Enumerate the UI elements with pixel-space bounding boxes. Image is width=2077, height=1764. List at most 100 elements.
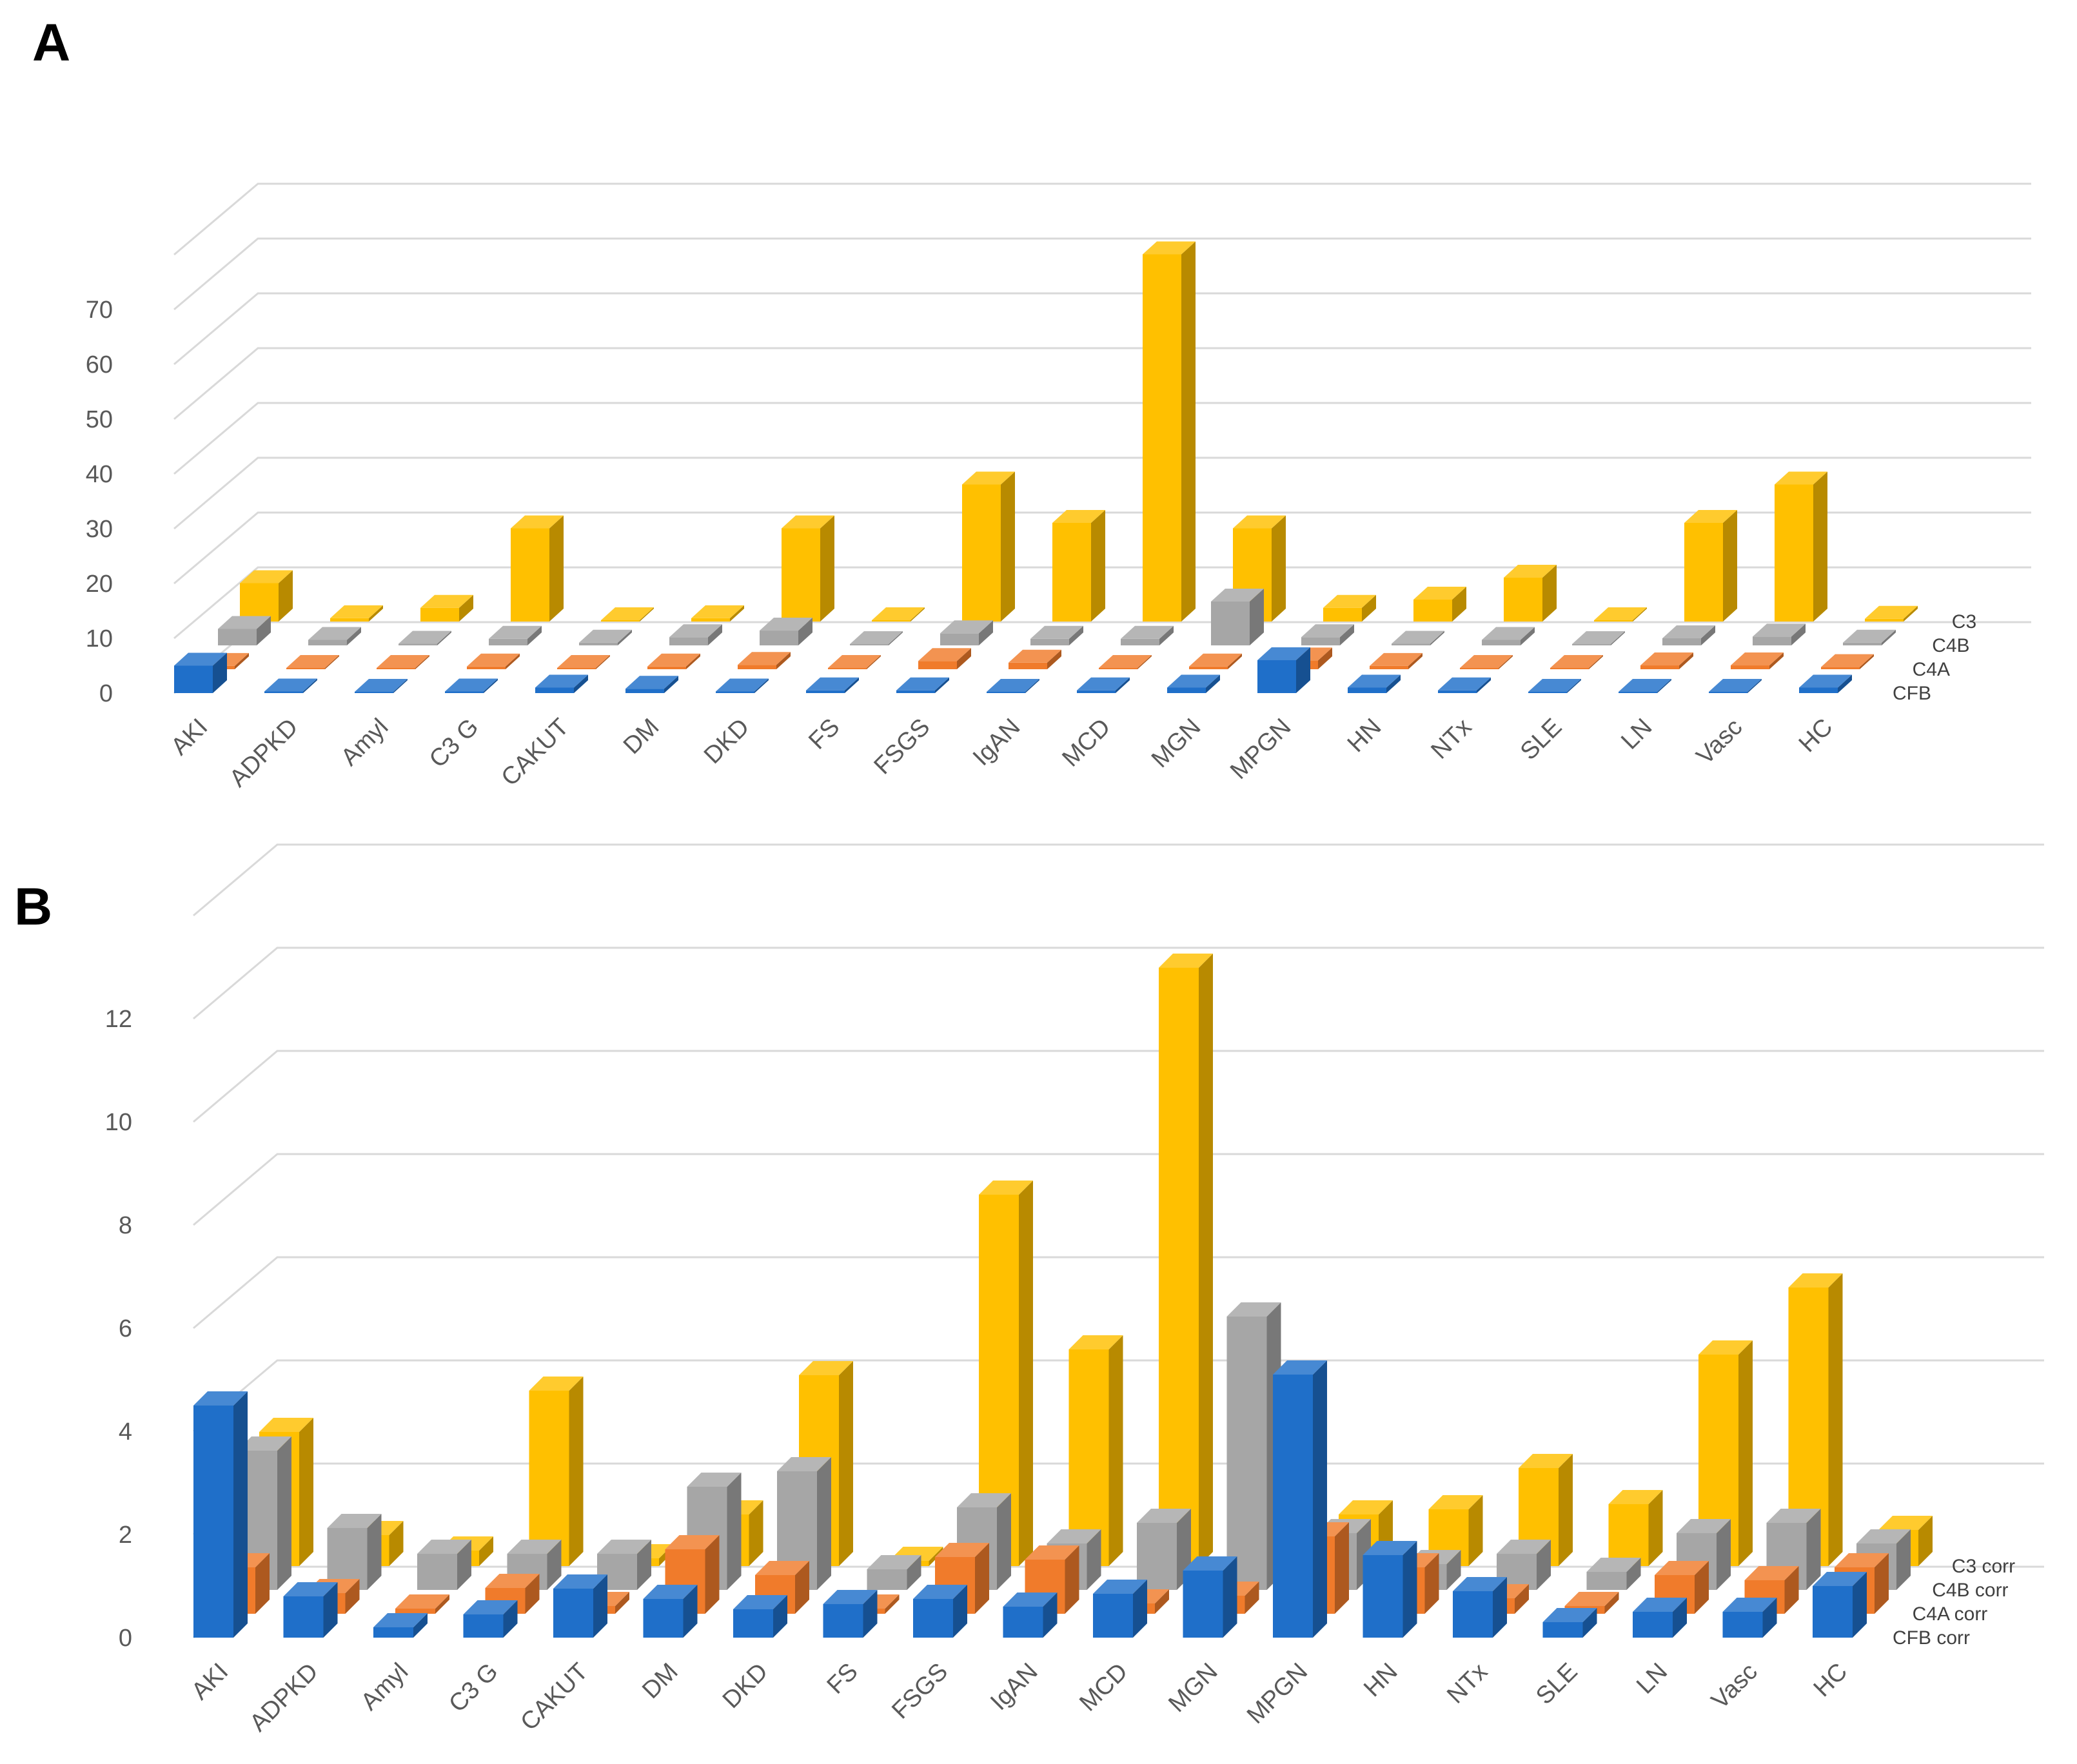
chart-b-category-label-aki: AKI [186, 1658, 233, 1705]
chart-a-bar-c4a-dkd [738, 652, 791, 669]
chart-a-bar-cfb-fsgs [896, 677, 949, 693]
chart-a-bar-c3-hn [1413, 587, 1466, 622]
chart-a-category-label-hn: HN [1343, 714, 1387, 758]
chart-a-bar-c3-c3-g [511, 515, 564, 622]
chart-b-bar-c4b-corr-adpkd [327, 1514, 382, 1590]
chart-a-category-label-aki: AKI [166, 714, 213, 761]
chart-a-bar-c4a-mgn [1189, 653, 1242, 669]
chart-a-bar-cfb-amyl [355, 679, 408, 693]
chart-a-bar-cfb-ln [1619, 679, 1671, 693]
chart-a-bar-c3-sle [1594, 607, 1647, 622]
chart-a-bar-c4b-amyl [399, 631, 451, 645]
chart-a-bar-cfb-dm [625, 676, 678, 693]
chart-b-series-label-c4b-corr: C4B corr [1932, 1580, 2008, 1601]
chart-b-category-label-ntx: NTx [1442, 1658, 1493, 1709]
chart-b-bar-c4a-corr-amyl [395, 1594, 449, 1614]
chart-b-category-label-hn: HN [1359, 1658, 1403, 1703]
chart-a-bar-cfb-hc [1799, 674, 1852, 693]
chart-a-y-tick-6: 60 [86, 351, 113, 378]
chart-a-bar-c3-hc [1865, 605, 1918, 622]
chart-a-y-axis: 0 10 20 30 40 50 60 70 [86, 297, 113, 707]
chart-a-bar-c4b-mgn [1211, 589, 1264, 645]
chart-a-bar-c4b-ntx [1482, 627, 1535, 645]
chart-b-bar-c4b-corr-sle [1586, 1558, 1641, 1590]
chart-a-bar-c4a-amyl [377, 655, 429, 669]
chart-a-bar-c4a-mcd [1099, 655, 1152, 669]
chart-b-y-tick-0: 0 [119, 1625, 132, 1652]
chart-a-bar-c4a-c3-g [467, 653, 520, 669]
chart-b-y-axis: 0 2 4 6 8 10 12 [105, 1006, 132, 1652]
chart-b-bar-cfb-corr-ntx [1453, 1577, 1507, 1638]
chart-a-bar-c4a-hn [1370, 652, 1422, 669]
chart-a-bar-c3-ln [1684, 510, 1737, 622]
chart-a-bar-c3-dkd [782, 515, 834, 622]
chart-b-category-label-cakut: CAKUT [515, 1658, 593, 1736]
chart-a-category-label-ntx: NTx [1426, 714, 1477, 765]
chart-a-bar-cfb-cakut [535, 674, 588, 693]
chart-a-bar-c4b-fsgs [940, 620, 993, 645]
chart-b-gridline-5 [193, 1050, 2044, 1123]
chart-b-bar-cfb-corr-fsgs [913, 1585, 967, 1638]
chart-b-series-label-cfb-corr: CFB corr [1893, 1627, 1970, 1649]
chart-a-gridline-3 [173, 456, 2031, 530]
chart-b-bar-cfb-corr-hn [1363, 1541, 1417, 1638]
chart-a-bar-c3-mpgn [1323, 594, 1376, 622]
chart-a-bar-c3-amyl [420, 594, 473, 622]
chart-a-bar-c3-ntx [1504, 565, 1557, 622]
chart-b-bar-c4b-corr-mcd [1137, 1509, 1191, 1590]
chart-a-series-label-cfb: CFB [1893, 683, 1931, 704]
chart-a-3d-bar: 0 10 20 30 40 50 60 70 CFB C4A C4B C3 AKI ADPKD Amyl C3… [86, 182, 2031, 792]
chart-a-category-label-dm: DM [618, 714, 664, 760]
chart-a-bar-c3-igan [1052, 510, 1105, 622]
chart-a-bar-c4b-aki [218, 616, 271, 645]
chart-a-bar-cfb-mgn [1167, 674, 1220, 693]
chart-a-category-label-amyl: Amyl [336, 714, 393, 771]
chart-a-bar-c3-vasc [1775, 471, 1827, 622]
chart-a-y-tick-0: 0 [99, 680, 113, 707]
chart-a-bar-cfb-mpgn [1257, 647, 1310, 693]
chart-a-gridline-top [173, 182, 2031, 256]
chart-b-category-label-igan: IgAN [985, 1658, 1043, 1716]
chart-a-y-tick-5: 50 [86, 406, 113, 433]
chart-a-bar-c4b-vasc [1753, 623, 1806, 645]
chart-a-bar-c4a-fsgs [918, 648, 971, 669]
chart-a-category-label-vasc: Vasc [1691, 714, 1747, 770]
chart-b-bar-cfb-corr-cakut [553, 1574, 607, 1638]
chart-a-category-label-mgn: MGN [1147, 714, 1206, 773]
chart-b-y-tick-5: 10 [105, 1109, 132, 1136]
chart-a-bar-c4a-igan [1009, 649, 1061, 669]
chart-a-bar-c4b-hn [1392, 631, 1444, 645]
chart-b-bar-c3-corr-sle [1608, 1490, 1663, 1566]
chart-b-category-label-mpgn: MPGN [1242, 1658, 1313, 1729]
chart-a-gridline-6 [173, 292, 2031, 366]
chart-a-category-label-mpgn: MPGN [1225, 714, 1296, 785]
chart-a-bar-c3-dm [691, 605, 744, 622]
chart-b-bar-cfb-corr-adpkd [283, 1582, 338, 1638]
chart-a-category-label-adpkd: ADPKD [224, 714, 303, 792]
chart-a-gridline-2 [173, 511, 2031, 585]
chart-b-gridline-4 [193, 1153, 2044, 1226]
chart-b-bar-c4b-corr-amyl [417, 1540, 471, 1590]
chart-a-x-axis: AKI ADPKD Amyl C3 G CAKUT DM DKD FS FSGS IgAN MCD M… [166, 714, 1838, 792]
chart-b-category-label-amyl: Amyl [356, 1658, 413, 1716]
chart-a-gridline-5 [173, 347, 2031, 420]
chart-b-bar-cfb-corr-hc [1813, 1572, 1867, 1638]
chart-b-y-tick-2: 4 [119, 1418, 132, 1446]
chart-b-bar-cfb-corr-vasc [1722, 1598, 1777, 1638]
chart-b-series-label-c4a-corr: C4A corr [1913, 1603, 1988, 1625]
chart-a-gridline-7 [173, 237, 2031, 311]
chart-b-bar-cfb-corr-ln [1633, 1598, 1687, 1638]
chart-a-category-label-mcd: MCD [1057, 714, 1116, 772]
chart-a-bar-c4a-fs [828, 655, 881, 669]
chart-b-bar-cfb-corr-igan [1003, 1592, 1058, 1638]
chart-a-gridlines [173, 182, 2031, 694]
chart-a-series-label-c4b: C4B [1932, 635, 1969, 656]
chart-b-y-tick-4: 8 [119, 1212, 132, 1239]
chart-a-y-tick-4: 40 [86, 461, 113, 488]
chart-a-y-tick-3: 30 [86, 516, 113, 543]
chart-b-bar-cfb-corr-dm [643, 1585, 698, 1638]
chart-a-bar-c3-fs [872, 607, 925, 622]
chart-b-category-label-adpkd: ADPKD [244, 1658, 323, 1737]
